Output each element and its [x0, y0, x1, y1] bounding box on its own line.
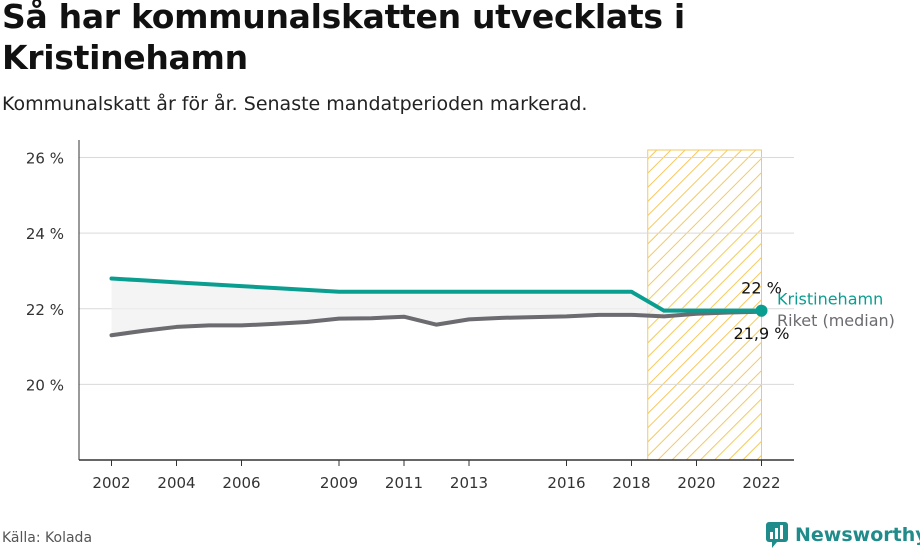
- newsworthy-logo-icon: [766, 522, 788, 548]
- y-tick-label: 20 %: [26, 376, 64, 394]
- x-tick-label: 2013: [450, 474, 488, 492]
- x-tick-label: 2002: [92, 474, 130, 492]
- chart-subtitle: Kommunalskatt år för år. Senaste mandatp…: [2, 93, 588, 115]
- x-tick-label: 2018: [612, 474, 650, 492]
- data-labels: 22 % 21,9 % Kristinehamn Riket (median): [734, 279, 895, 343]
- end-point-kristinehamn: [755, 304, 768, 317]
- series-label-kristinehamn: Kristinehamn: [777, 290, 883, 309]
- value-label-kristinehamn: 22 %: [741, 279, 782, 298]
- x-tick-label: 2022: [742, 474, 780, 492]
- series-lines: [109, 276, 768, 338]
- series-line-kristinehamn: [109, 276, 764, 313]
- x-tick-label: 2006: [222, 474, 260, 492]
- x-tick-label: 2009: [320, 474, 358, 492]
- chart-title: Så har kommunalskatten utvecklats i Kris…: [2, 0, 685, 77]
- source-note: Källa: Kolada: [2, 530, 93, 546]
- highlight-layer: [647, 149, 762, 461]
- mandate-period-highlight: [647, 149, 762, 461]
- x-tick-label: 2011: [385, 474, 423, 492]
- y-tick-label: 24 %: [26, 225, 64, 243]
- x-axis: 2002 2004 2006 2009 2011 2013 2016 2018 2020 2022: [78, 140, 794, 492]
- series-label-median: Riket (median): [777, 311, 895, 330]
- y-tick-label: 22 %: [26, 301, 64, 319]
- x-tick-label: 2016: [547, 474, 585, 492]
- value-label-median: 21,9 %: [734, 324, 790, 343]
- brand-logo: Newsworthy: [765, 519, 920, 551]
- brand-name: Newsworthy: [795, 524, 920, 546]
- x-tick-label: 2020: [677, 474, 715, 492]
- y-tick-label: 26 %: [26, 150, 64, 168]
- series-line-median: [109, 309, 764, 338]
- x-tick-label: 2004: [157, 474, 195, 492]
